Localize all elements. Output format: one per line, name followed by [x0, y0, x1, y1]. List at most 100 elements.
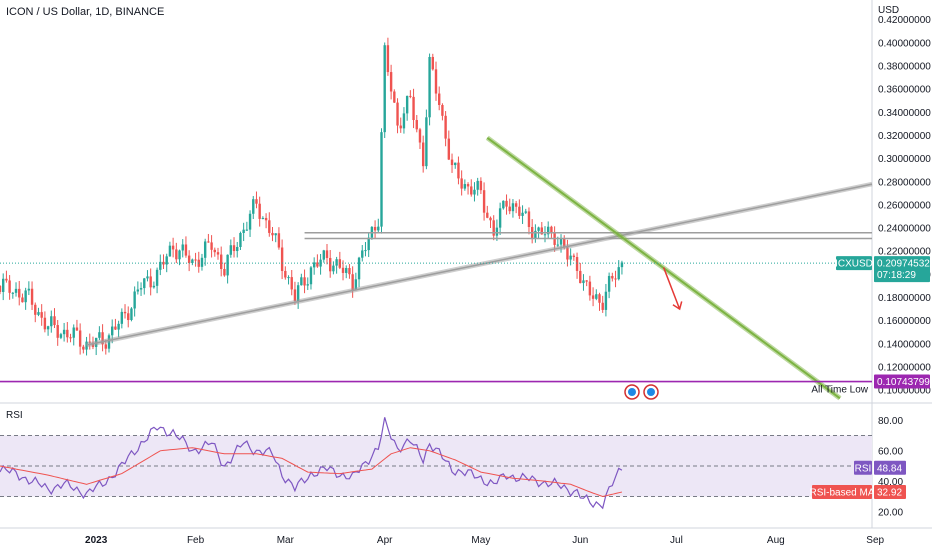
candle-body: [399, 125, 402, 129]
chart-title: ICON / US Dollar, 1D, BINANCE: [6, 6, 165, 18]
candle-body: [101, 332, 104, 345]
price-badge-value: 0.20974532: [877, 259, 930, 270]
candle-body: [460, 178, 463, 189]
candle-body: [521, 212, 524, 216]
candle-body: [287, 277, 290, 279]
candle-body: [380, 132, 383, 227]
price-tick-label: 0.34000000: [878, 108, 931, 119]
candle-body: [373, 226, 377, 231]
support-trendline[interactable]: [86, 183, 873, 346]
candle-body: [620, 262, 624, 268]
time-tick-label: Jun: [572, 535, 588, 546]
candle-body: [614, 278, 617, 280]
candle-body: [232, 245, 236, 252]
candle-body: [117, 323, 120, 330]
arrow-down-icon[interactable]: [662, 267, 681, 310]
time-tick-label: 2023: [85, 535, 108, 546]
candle-body: [34, 304, 37, 315]
candle-body: [569, 255, 572, 260]
candle-body: [537, 227, 540, 231]
candle-body: [595, 294, 598, 299]
candle-body: [104, 344, 107, 349]
candle-body: [412, 96, 415, 121]
candle-body: [261, 217, 265, 219]
candle-body: [396, 102, 399, 126]
candle-body: [405, 95, 409, 114]
candle-body: [130, 308, 133, 321]
time-tick-label: Aug: [767, 535, 785, 546]
candle-body: [8, 280, 11, 293]
arrow-head-icon: [672, 301, 683, 311]
candle-body: [168, 245, 172, 257]
candle-body: [5, 278, 8, 281]
candle-body: [601, 302, 604, 310]
rsi-name: RSI: [855, 463, 872, 474]
price-tick-label: 0.16000000: [878, 316, 931, 327]
candle-body: [498, 208, 502, 228]
time-tick-label: Apr: [377, 535, 393, 546]
candle-body: [136, 289, 140, 292]
candle-body: [489, 217, 492, 221]
candle-body: [78, 330, 82, 347]
candle-body: [502, 200, 505, 209]
candle-body: [24, 290, 27, 303]
candle-body: [59, 334, 63, 338]
candle-body: [444, 115, 447, 139]
candle-body: [534, 230, 537, 239]
candle-body: [268, 220, 271, 233]
candle-body: [482, 190, 486, 213]
series-label: ICXUSD: [835, 259, 873, 270]
all-time-low-badge-value: 0.10743799: [877, 377, 930, 388]
candle-body: [18, 288, 21, 298]
candle-body: [277, 233, 281, 248]
all-time-low-badge: [874, 374, 930, 389]
rsi-ma-name: RSI-based MA: [809, 488, 874, 499]
candle-body: [575, 257, 579, 271]
candle-body: [69, 337, 72, 339]
candle-body: [293, 289, 297, 302]
candle-body: [155, 269, 159, 286]
candle-body: [354, 279, 358, 291]
candle-body: [210, 242, 213, 250]
candle-body: [312, 262, 316, 268]
candle-body: [191, 259, 194, 263]
candle-body: [466, 184, 470, 187]
candle-body: [30, 288, 34, 305]
candle-body: [0, 285, 2, 292]
price-tick-label: 0.26000000: [878, 200, 931, 211]
us-flag-icon-inner: [647, 388, 655, 396]
candle-body: [579, 270, 582, 284]
all-time-low-label: All Time Low: [811, 385, 868, 396]
time-tick-label: Feb: [187, 535, 205, 546]
candle-body: [582, 280, 585, 284]
candle-body: [127, 313, 130, 321]
time-tick-label: Mar: [277, 535, 295, 546]
price-tick-label: 0.38000000: [878, 61, 931, 72]
time-tick-label: May: [471, 535, 490, 546]
candle-body: [556, 244, 560, 246]
candle-body: [220, 254, 223, 270]
candle-body: [547, 226, 550, 235]
candle-body: [165, 256, 168, 265]
candle-body: [604, 291, 608, 310]
rsi-ma-value-badge: [874, 485, 906, 500]
candle-body: [27, 288, 31, 291]
candle-body: [364, 250, 367, 252]
candle-body: [351, 274, 354, 291]
candle-body: [242, 229, 245, 233]
candle-body: [476, 180, 479, 190]
rsi-title: RSI: [6, 410, 23, 421]
price-tick-label: 0.28000000: [878, 177, 931, 188]
candle-body: [53, 316, 56, 326]
candle-body: [418, 129, 422, 143]
candle-body: [2, 278, 5, 292]
candle-body: [540, 227, 543, 235]
price-tick-label: 0.42000000: [878, 15, 931, 26]
candle-body: [322, 250, 325, 260]
rsi-ma-line[interactable]: [0, 447, 623, 498]
candle-body: [14, 288, 18, 293]
price-tick-label: 0.12000000: [878, 363, 931, 374]
candle-body: [149, 276, 152, 288]
